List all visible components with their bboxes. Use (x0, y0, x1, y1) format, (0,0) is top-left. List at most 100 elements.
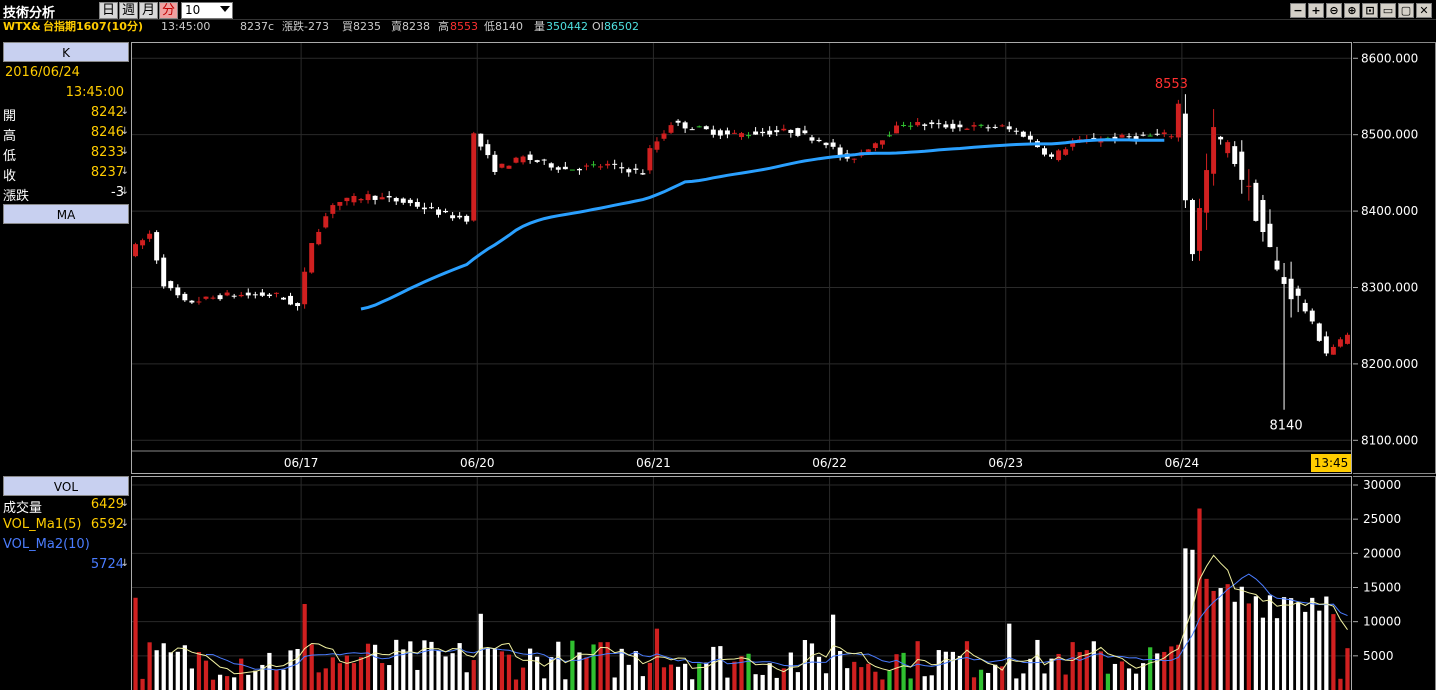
volume-bar (140, 678, 145, 690)
volume-bar (598, 642, 603, 690)
volume-axis-canvas: 30000 25000 20000 15000 10000 5000 (1353, 478, 1401, 663)
volume-bar (210, 679, 216, 690)
vol-ma2-line (205, 573, 1348, 671)
oi-label: OI (592, 20, 604, 33)
volume-label: 量 (534, 20, 545, 33)
vol-ma1-label: VOL_Ma1(5) (3, 517, 82, 532)
candle-body (1260, 200, 1266, 232)
volume-bar (1303, 611, 1308, 690)
volume-bar (1169, 646, 1174, 690)
y-tick-label: 8100.000 (1361, 433, 1418, 447)
minimize-button[interactable]: ▭ (1380, 3, 1396, 18)
candle-body (1168, 136, 1174, 138)
price-chart[interactable]: 06/17 06/20 06/21 06/22 06/23 06/24 8553 8140 13… (131, 42, 1352, 474)
quote-time: 13:45:00 (161, 20, 211, 33)
volume-bar (267, 652, 272, 690)
candle-body (1042, 148, 1047, 155)
volume-bar (852, 661, 857, 690)
ma-header[interactable]: MA (3, 204, 129, 224)
volume-bar (809, 643, 815, 690)
volume-bar (542, 678, 547, 690)
candle-body (1316, 323, 1322, 341)
magnify-plus-icon[interactable]: ⊕ (1344, 3, 1360, 18)
volume-bar (513, 679, 519, 690)
volume-value: 6429 (90, 497, 124, 512)
bar-date-row: 2016/06/24 (3, 64, 129, 84)
close-button[interactable]: ✕ (1416, 3, 1432, 18)
open-label: 開 (3, 109, 17, 124)
candle-body (238, 294, 244, 297)
volume-bar (647, 662, 653, 690)
candle-body (1006, 126, 1012, 130)
volume-bar (859, 667, 864, 690)
symbol: WTX& (3, 20, 41, 33)
zoom-in-button[interactable]: + (1308, 3, 1324, 18)
interval-select[interactable]: 10 (181, 2, 233, 19)
candle-body (1013, 130, 1019, 132)
volume-bar (732, 661, 737, 690)
volume-bar (1183, 548, 1188, 690)
candle-body (245, 292, 251, 296)
volume-chart[interactable] (131, 476, 1352, 690)
candle-body (1140, 134, 1146, 136)
candle-body (746, 135, 752, 137)
vol-header[interactable]: VOL (3, 476, 129, 496)
volume-bar (464, 672, 469, 690)
period-month-button[interactable]: 月 (139, 2, 158, 19)
volume-bar (492, 649, 497, 690)
volume-bar (697, 663, 702, 690)
candle-body (1211, 127, 1217, 174)
candle-body (682, 122, 688, 129)
candle-body (1126, 136, 1132, 138)
vol-ma2-value: 5724 (90, 557, 124, 572)
volume-bar (161, 643, 166, 690)
candle-body (1232, 146, 1238, 164)
candle-body (351, 196, 357, 203)
candle-body (210, 297, 216, 299)
open-value: 8242 (90, 105, 124, 120)
vol-ma2-value-row: 5724 ↓ (3, 556, 129, 576)
candle-body (407, 199, 413, 204)
candle-body (273, 292, 279, 294)
candle-body (443, 210, 449, 213)
magnify-minus-icon[interactable]: ⊖ (1326, 3, 1342, 18)
volume-bar (605, 642, 610, 690)
period-day-button[interactable]: 日 (99, 2, 118, 19)
maximize-button[interactable]: ▢ (1398, 3, 1414, 18)
volume-bar (1007, 623, 1012, 690)
y-tick-label: 8300.000 (1361, 280, 1418, 294)
candle-body (809, 137, 815, 141)
volume-bar (225, 676, 230, 690)
volume-bar (661, 667, 667, 690)
arrow-down-icon: ↓ (120, 126, 129, 137)
volume-bar (704, 662, 709, 690)
arrow-down-icon: ↓ (120, 518, 129, 529)
candle-body (428, 207, 434, 209)
volume-bar (746, 653, 751, 690)
volume-bar (654, 628, 660, 690)
candle-body (661, 133, 667, 139)
arrow-down-icon: ↓ (120, 106, 129, 117)
candle-body (281, 297, 286, 300)
volume-bar (1345, 648, 1350, 690)
period-minute-button[interactable]: 分 (159, 2, 178, 19)
candle-body (386, 196, 392, 198)
candle-body (259, 292, 265, 296)
zoom-out-button[interactable]: − (1290, 3, 1306, 18)
vol-ma2-label: VOL_Ma2(10) (3, 537, 90, 552)
y-tick-label: 5000 (1363, 649, 1394, 663)
ma-line (360, 138, 1165, 311)
high-annotation: 8553 (1155, 77, 1188, 92)
volume-bar (640, 676, 645, 690)
candle-body (224, 292, 230, 296)
volume-bar (936, 650, 941, 690)
candle-body (605, 163, 611, 166)
candle-body (414, 202, 420, 207)
candle-body (1323, 336, 1329, 354)
period-week-button[interactable]: 週 (119, 2, 138, 19)
print-icon[interactable]: ⊡ (1362, 3, 1378, 18)
candle-body (1056, 150, 1062, 161)
volume-bar (1063, 674, 1068, 690)
k-header[interactable]: K (3, 42, 129, 62)
candle-body (372, 195, 378, 200)
